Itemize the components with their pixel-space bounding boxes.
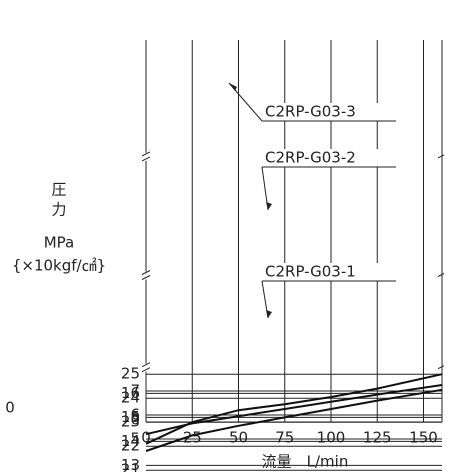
y-tick-label: 24: [121, 389, 140, 407]
break-mark: [141, 270, 151, 275]
y-tick-label: 21: [121, 461, 140, 472]
y-tick-label: 7: [130, 382, 140, 400]
label-bg: [262, 103, 396, 121]
break-mark: [141, 275, 151, 280]
axis-break: [140, 271, 152, 280]
x-tick-label: 100: [317, 429, 346, 447]
x-tick-label: 150: [409, 429, 438, 447]
y-tick-label: 16: [121, 384, 140, 402]
series-line: [145, 384, 443, 436]
series-label: C2RP-G03-2: [265, 149, 356, 167]
y-tick-label: 23: [121, 413, 140, 431]
y-tick-label: 13: [121, 456, 140, 472]
y-tick-label: 5: [130, 430, 140, 448]
break-mark: [141, 151, 151, 157]
x-axis-label: 流量 L/min: [262, 453, 349, 471]
break-mark: [141, 362, 151, 368]
x-tick-label: 25: [183, 429, 202, 447]
series-line: [145, 388, 443, 452]
y-tick-label: 22: [121, 437, 140, 455]
y-tick-label: 25: [121, 365, 140, 383]
series-label: C2RP-G03-3: [265, 103, 356, 121]
arrowhead: [266, 202, 272, 210]
x-tick-label: 50: [229, 429, 248, 447]
y-tick-label: 15: [121, 408, 140, 426]
y-tick-label: 6: [130, 406, 140, 424]
break-mark: [437, 365, 445, 370]
y-tick-label: 0: [130, 411, 140, 429]
y-axis-label: {×10kgf/㎠}: [12, 257, 106, 275]
label-bg: [262, 263, 396, 281]
break-mark: [141, 156, 151, 162]
y-axis-label: 圧: [51, 181, 66, 199]
axis-break: [140, 363, 152, 372]
label-bg: [262, 149, 396, 167]
series-label: C2RP-G03-1: [265, 263, 356, 281]
x-tick-label: 125: [363, 429, 392, 447]
axis-break: [140, 152, 152, 161]
break-mark: [437, 154, 445, 159]
arrowhead: [266, 310, 272, 318]
y-tick-label: 14: [121, 432, 140, 450]
y-axis-label: MPa: [44, 234, 75, 252]
side-label: 0: [5, 399, 15, 417]
break-mark: [437, 273, 445, 277]
x-tick-label: 0: [141, 429, 151, 447]
y-axis-label: 力: [51, 201, 66, 219]
break-mark: [141, 367, 151, 373]
series-line: [145, 373, 443, 445]
arrowhead: [229, 83, 237, 91]
x-tick-label: 75: [275, 429, 294, 447]
